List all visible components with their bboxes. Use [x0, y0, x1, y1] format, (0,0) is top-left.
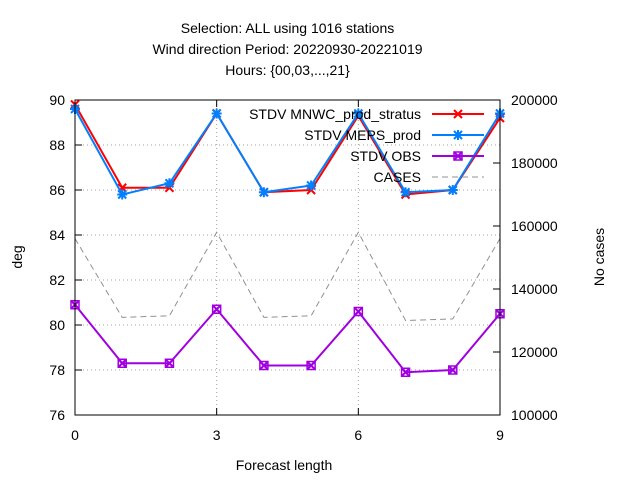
- x-tick-label: 6: [354, 427, 362, 443]
- y-tick-label: 86: [49, 182, 65, 198]
- grid-layer: [75, 100, 500, 415]
- y-tick-label: 76: [49, 407, 65, 423]
- y-tick-label: 84: [49, 227, 65, 243]
- y-tick-label: 80: [49, 317, 65, 333]
- data-point: [164, 358, 175, 368]
- x-tick-label: 3: [213, 427, 221, 443]
- y2-tick-label: 160000: [511, 218, 558, 234]
- data-point: [306, 360, 316, 371]
- series-line: [74, 104, 501, 196]
- data-point: [453, 151, 463, 161]
- data-point: [259, 360, 269, 371]
- series-line: [74, 304, 501, 374]
- data-point: [117, 189, 128, 200]
- y2-tick-label: 200000: [511, 92, 558, 108]
- data-point: [117, 358, 127, 368]
- y-tick-label: 88: [49, 137, 65, 153]
- x-axis-label: Forecast length: [236, 457, 333, 473]
- data-point: [400, 187, 411, 198]
- data-point: [453, 109, 463, 119]
- chart-title-line-2: Wind direction Period: 20220930-20221019: [152, 41, 423, 57]
- y-tick-label: 78: [49, 362, 65, 378]
- x-tick-label: 9: [496, 427, 504, 443]
- y-axis-label: deg: [9, 245, 25, 268]
- data-point: [353, 108, 364, 119]
- series-1: [70, 104, 505, 200]
- y-tick-label: 90: [49, 92, 65, 108]
- x-tick-label: 0: [71, 427, 79, 443]
- data-point: [353, 306, 364, 317]
- y-tick-label: 82: [49, 272, 65, 288]
- y2-axis-label: No cases: [591, 228, 607, 286]
- legend: STDV MNWC_prod_stratus STDV MEPS_prod STDV…: [249, 106, 484, 185]
- data-point: [211, 304, 222, 314]
- chart-title-line-1: Selection: ALL using 1016 stations: [180, 20, 395, 36]
- data-point: [447, 185, 458, 195]
- series-line: [74, 108, 501, 196]
- legend-label: STDV MEPS_prod: [304, 127, 421, 143]
- y2-tick-label: 100000: [511, 407, 558, 423]
- legend-label: CASES: [374, 169, 421, 185]
- y2-tick-label: 180000: [511, 155, 558, 171]
- data-point: [164, 178, 175, 189]
- plot-frame: [74, 99, 501, 416]
- data-point: [258, 187, 269, 198]
- y2-tick-label: 120000: [511, 344, 558, 360]
- data-point: [400, 367, 411, 377]
- cases-series-line: [74, 231, 501, 322]
- data-point: [453, 130, 463, 140]
- legend-label: STDV OBS: [350, 148, 421, 164]
- legend-label: STDV MNWC_prod_stratus: [249, 106, 421, 122]
- cases-series-layer: [74, 231, 501, 322]
- series-2: [70, 300, 505, 377]
- axes-layer: 7678808284868890100000120000140000160000…: [49, 92, 558, 443]
- data-point: [448, 365, 458, 375]
- series-layer: [70, 99, 505, 377]
- data-point: [306, 180, 317, 191]
- data-point: [211, 108, 222, 119]
- y2-tick-label: 140000: [511, 281, 558, 297]
- chart-title-line-3: Hours: {00,03,...,21}: [225, 62, 350, 78]
